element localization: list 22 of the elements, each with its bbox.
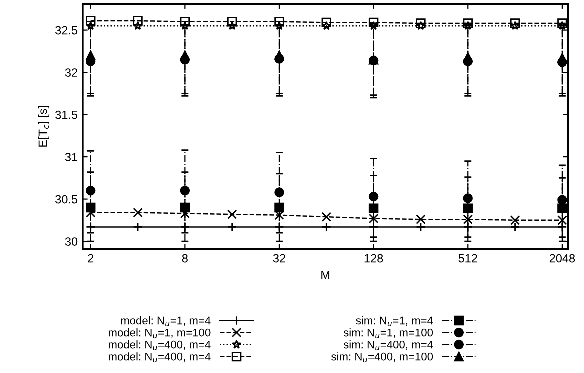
x-axis-title: M (322, 271, 330, 280)
y-axis-title: E[T$_{c}$] [s] (38, 106, 50, 147)
x-tick-label: 128 (364, 254, 384, 263)
y-tick-label: 32.5 (56, 26, 78, 35)
x-tick-label: 512 (458, 254, 478, 263)
y-tick-label: 30 (65, 238, 78, 246)
x-tick-label: 32 (273, 254, 286, 263)
legend-label: model: N$_{u}$=400, m=4 (108, 340, 211, 351)
legend-label: sim: N$_{u}$=400, m=100 (332, 352, 434, 363)
legend-label: model: N$_{u}$=1, m=4 (121, 316, 211, 326)
y-tick-label: 32 (65, 68, 78, 77)
legend-label: sim: N$_{u}$=1, m=4 (356, 316, 434, 326)
legend-label: model: N$_{u}$=1, m=100 (108, 328, 211, 339)
x-tick-label: 2048 (550, 254, 576, 263)
legend-label: sim: N$_{u}$=400, m=4 (344, 340, 434, 351)
x-tick-label: 8 (182, 254, 188, 263)
y-tick-label: 31.5 (56, 110, 78, 120)
legend-label: model: N$_{u}$=400, m=4 (108, 352, 211, 363)
legend-label: sim: N$_{u}$=1, m=100 (344, 328, 434, 339)
x-tick-label: 2 (88, 254, 94, 263)
y-tick-label: 30.5 (56, 195, 78, 204)
y-tick-label: 31 (65, 153, 78, 162)
